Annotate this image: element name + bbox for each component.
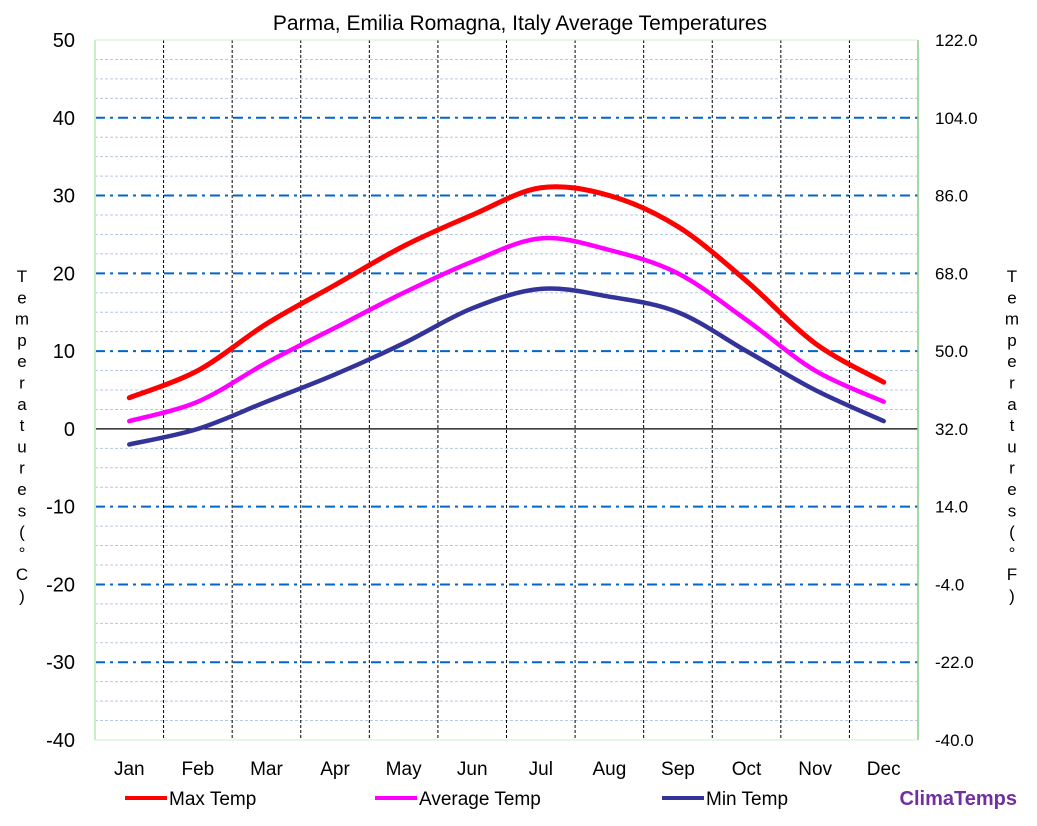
axis-label-char: u	[1007, 437, 1016, 456]
series-line-min-temp	[127, 286, 886, 447]
axis-label-char: e	[1007, 480, 1016, 499]
x-tick-label: Jun	[457, 759, 488, 780]
legend-label: Max Temp	[169, 789, 256, 810]
x-tick-label: Aug	[592, 759, 626, 780]
axis-label-char: T	[17, 267, 27, 286]
y2-tick-label: 122.0	[935, 31, 978, 50]
axis-label-char: t	[1010, 416, 1015, 435]
axis-label-char: p	[1007, 331, 1016, 350]
axis-label-char: e	[1007, 352, 1016, 371]
axis-label-char: s	[18, 501, 27, 520]
x-tick-label: May	[386, 759, 422, 780]
x-tick-label: Jan	[114, 759, 145, 780]
y2-tick-label: 32.0	[935, 420, 968, 439]
y-tick-label: -20	[46, 574, 75, 596]
y2-tick-label: 68.0	[935, 264, 968, 283]
x-tick-label: Mar	[250, 759, 283, 780]
y2-tick-label: -4.0	[935, 575, 964, 594]
axis-label-char: r	[19, 374, 25, 393]
axis-label-char: (	[19, 523, 25, 542]
y-tick-label: 50	[53, 30, 75, 52]
y-tick-label: 40	[53, 108, 75, 130]
axis-label-char: °	[19, 544, 26, 563]
chart-title: Parma, Emilia Romagna, Italy Average Tem…	[273, 12, 767, 35]
axis-label-char: e	[17, 352, 26, 371]
y2-tick-label: -22.0	[935, 653, 974, 672]
x-tick-label: Sep	[661, 759, 695, 780]
y-axis-label: Temperatures(°C)	[15, 267, 29, 606]
y-tick-label: -10	[46, 497, 75, 519]
axis-label-char: C	[16, 565, 28, 584]
axis-label-char: u	[17, 437, 26, 456]
y-tick-label: 0	[64, 419, 75, 441]
axis-label-char: r	[1009, 374, 1015, 393]
y-tick-label: 30	[53, 186, 75, 208]
axis-label-char: )	[19, 587, 25, 606]
axis-label-char: m	[1005, 310, 1019, 329]
legend-label: Average Temp	[419, 789, 541, 810]
x-tick-label: Oct	[732, 759, 762, 780]
y-tick-label: 10	[53, 341, 75, 363]
axis-label-char: p	[17, 331, 26, 350]
y2-tick-label: 104.0	[935, 109, 978, 128]
x-tick-label: Apr	[320, 759, 350, 780]
y-tick-label: 20	[53, 263, 75, 285]
axis-label-char: r	[1009, 459, 1015, 478]
x-tick-label: Dec	[867, 759, 901, 780]
y-tick-label: -40	[46, 730, 75, 752]
axis-label-char: m	[15, 310, 29, 329]
y2-axis-label: Temperatures(°F)	[1005, 267, 1019, 606]
axis-label-char: r	[19, 459, 25, 478]
axis-label-char: e	[17, 288, 26, 307]
series-line-average-temp	[127, 235, 886, 424]
y2-tick-label: -40.0	[935, 731, 974, 750]
x-tick-label: Jul	[529, 759, 553, 780]
brand-logo: ClimaTemps	[900, 788, 1017, 810]
axis-label-char: a	[17, 395, 27, 414]
x-tick-label: Feb	[182, 759, 215, 780]
axis-label-char: s	[1008, 501, 1017, 520]
series-line-max-temp	[126, 184, 887, 401]
axis-label-char: t	[20, 416, 25, 435]
y2-tick-label: 50.0	[935, 342, 968, 361]
axis-label-char: e	[17, 480, 26, 499]
y-tick-label: -30	[46, 652, 75, 674]
axis-label-char: F	[1007, 565, 1017, 584]
axis-label-char: (	[1009, 523, 1015, 542]
legend-label: Min Temp	[706, 789, 788, 810]
y2-tick-label: 86.0	[935, 187, 968, 206]
axis-label-char: )	[1009, 587, 1015, 606]
axis-label-char: °	[1009, 544, 1016, 563]
axis-label-char: T	[1007, 267, 1017, 286]
axis-label-char: a	[1007, 395, 1017, 414]
axis-label-char: e	[1007, 288, 1016, 307]
x-tick-label: Nov	[798, 759, 832, 780]
y2-tick-label: 14.0	[935, 498, 968, 517]
